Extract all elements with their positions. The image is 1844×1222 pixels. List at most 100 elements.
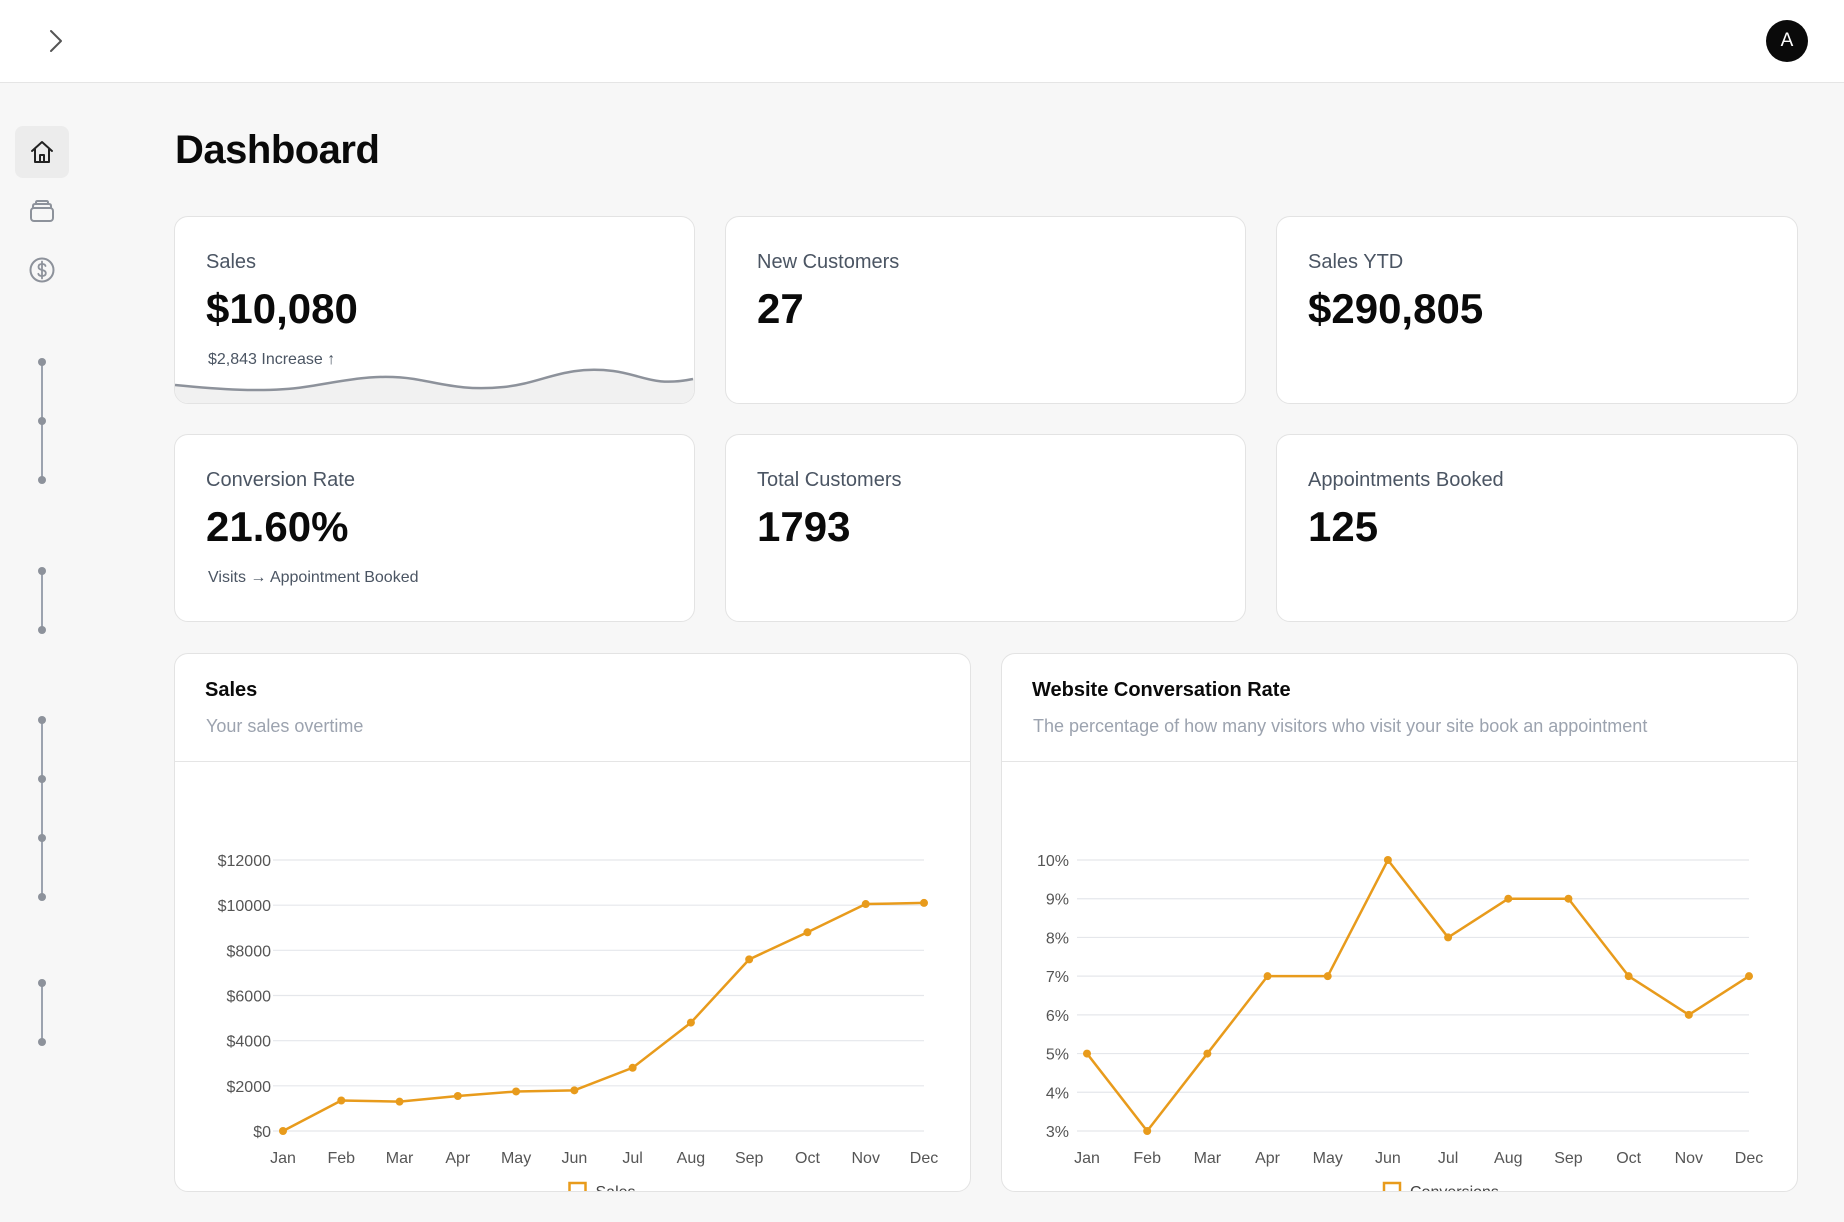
stat-card-appointments-booked: Appointments Booked 125: [1276, 434, 1798, 622]
y-tick-label: $4000: [227, 1034, 272, 1051]
chart-description: Your sales overtime: [206, 716, 364, 736]
data-point: [920, 898, 928, 907]
x-tick-label: Apr: [1255, 1150, 1281, 1167]
stat-increase-text: $2,843 Increase ↑: [208, 351, 336, 368]
data-point: [1383, 856, 1392, 864]
sales-line-chart: $0 $2000 $4000 $6000 $8000 $10000 $12000 Jan Feb…: [218, 853, 938, 1192]
user-avatar[interactable]: A: [1766, 20, 1808, 62]
sidebar: [0, 83, 90, 1222]
page-title: Dashboard: [175, 128, 380, 172]
x-tick-label: Sep: [735, 1150, 764, 1167]
x-tick-label: Jan: [270, 1150, 296, 1167]
stat-value: 125: [1308, 503, 1379, 550]
stat-label: Sales YTD: [1308, 251, 1404, 273]
stat-subtitle: Visits → Appointment Booked: [208, 569, 419, 586]
x-tick-label: Dec: [910, 1150, 938, 1167]
stat-label: Sales: [206, 251, 257, 273]
stat-label: Conversion Rate: [206, 469, 355, 491]
x-tick-label: Jan: [1074, 1150, 1100, 1167]
y-tick-label: $6000: [227, 989, 272, 1006]
data-point: [1143, 1127, 1152, 1135]
y-tick-label: $12000: [218, 853, 271, 870]
y-tick-label: 3%: [1046, 1124, 1069, 1141]
chart-title: Website Conversation Rate: [1032, 679, 1291, 701]
x-tick-label: Oct: [1616, 1150, 1641, 1167]
data-point: [1745, 972, 1753, 981]
data-point: [1624, 972, 1633, 981]
data-point: [1323, 972, 1332, 981]
stat-card-sales: Sales $10,080 $2,843 Increase ↑: [174, 216, 695, 404]
series-line: [1086, 858, 1750, 1133]
y-tick-label: $10000: [218, 898, 271, 915]
sidebar-item-home[interactable]: [15, 126, 69, 178]
stat-value: 27: [757, 285, 804, 332]
stat-card-new-customers: New Customers 27: [725, 216, 1246, 404]
data-point: [570, 1086, 579, 1095]
x-tick-label: Feb: [1133, 1150, 1161, 1167]
layers-icon: [30, 200, 54, 222]
stat-value: 21.60%: [206, 503, 349, 550]
stat-value: $10,080: [206, 285, 358, 332]
stat-label: Appointments Booked: [1308, 469, 1504, 491]
stat-card-total-customers: Total Customers 1793: [725, 434, 1246, 622]
data-point: [512, 1087, 521, 1096]
stat-value: 1793: [757, 503, 851, 550]
data-point: [1263, 972, 1272, 981]
stat-label: Total Customers: [757, 469, 902, 491]
legend-swatch: [1382, 1181, 1402, 1191]
y-tick-label: 7%: [1046, 969, 1069, 986]
sidebar-toggle-button[interactable]: [42, 26, 70, 56]
data-point: [1083, 1049, 1091, 1058]
sales-chart-card: Sales Your sales overtime $0 $2000 $4000 $6…: [174, 653, 971, 1192]
x-tick-label: Feb: [327, 1150, 355, 1167]
data-point: [628, 1063, 637, 1072]
x-tick-label: Mar: [386, 1150, 414, 1167]
x-tick-label: Oct: [795, 1150, 820, 1167]
stat-card-conversion-rate: Conversion Rate 21.60% Visits → Appointm…: [174, 434, 695, 622]
x-tick-label: Jun: [561, 1150, 587, 1167]
data-point: [453, 1091, 462, 1100]
x-tick-label: Jun: [1375, 1150, 1401, 1167]
x-tick-label: Sep: [1554, 1150, 1583, 1167]
y-tick-label: $2000: [227, 1079, 272, 1096]
top-bar: A: [0, 0, 1844, 83]
legend-label: Conversions: [1410, 1184, 1499, 1192]
y-tick-label: 10%: [1037, 853, 1069, 870]
x-tick-label: Nov: [1675, 1150, 1703, 1167]
sidebar-item-inventory[interactable]: [15, 185, 69, 237]
data-point: [1564, 894, 1573, 903]
x-tick-label: Mar: [1194, 1150, 1222, 1167]
y-tick-label: 8%: [1046, 930, 1069, 947]
chart-description: The percentage of how many visitors who …: [1033, 716, 1648, 736]
x-tick-label: Jul: [622, 1150, 642, 1167]
chart-title: Sales: [205, 679, 258, 701]
x-tick-label: Nov: [852, 1150, 880, 1167]
y-tick-label: $8000: [227, 943, 272, 960]
data-point: [395, 1097, 404, 1106]
data-point: [686, 1018, 695, 1027]
sidebar-item-billing[interactable]: [15, 244, 69, 296]
data-point: [337, 1096, 346, 1105]
data-point: [1504, 894, 1513, 903]
home-icon: [31, 141, 53, 163]
x-tick-label: Jul: [1438, 1150, 1458, 1167]
stat-label: New Customers: [757, 251, 900, 273]
legend-swatch: [568, 1181, 587, 1191]
data-point: [861, 900, 870, 909]
stat-value: $290,805: [1308, 285, 1484, 332]
sales-sparkline: [175, 368, 694, 403]
chevron-right-icon: [50, 30, 62, 52]
legend-label: Sales: [596, 1184, 636, 1192]
y-tick-label: 5%: [1046, 1047, 1069, 1064]
x-tick-label: May: [501, 1150, 531, 1167]
x-tick-label: Apr: [445, 1150, 471, 1167]
dollar-circle-icon: [29, 257, 55, 283]
data-point: [803, 928, 812, 937]
y-tick-label: 9%: [1046, 892, 1069, 909]
conversion-chart-card: Website Conversation Rate The percentage…: [1001, 653, 1798, 1192]
x-tick-label: Aug: [677, 1150, 705, 1167]
data-point: [745, 955, 754, 964]
x-tick-label: Dec: [1735, 1150, 1763, 1167]
series-line: [282, 901, 925, 1133]
stat-card-sales-ytd: Sales YTD $290,805: [1276, 216, 1798, 404]
